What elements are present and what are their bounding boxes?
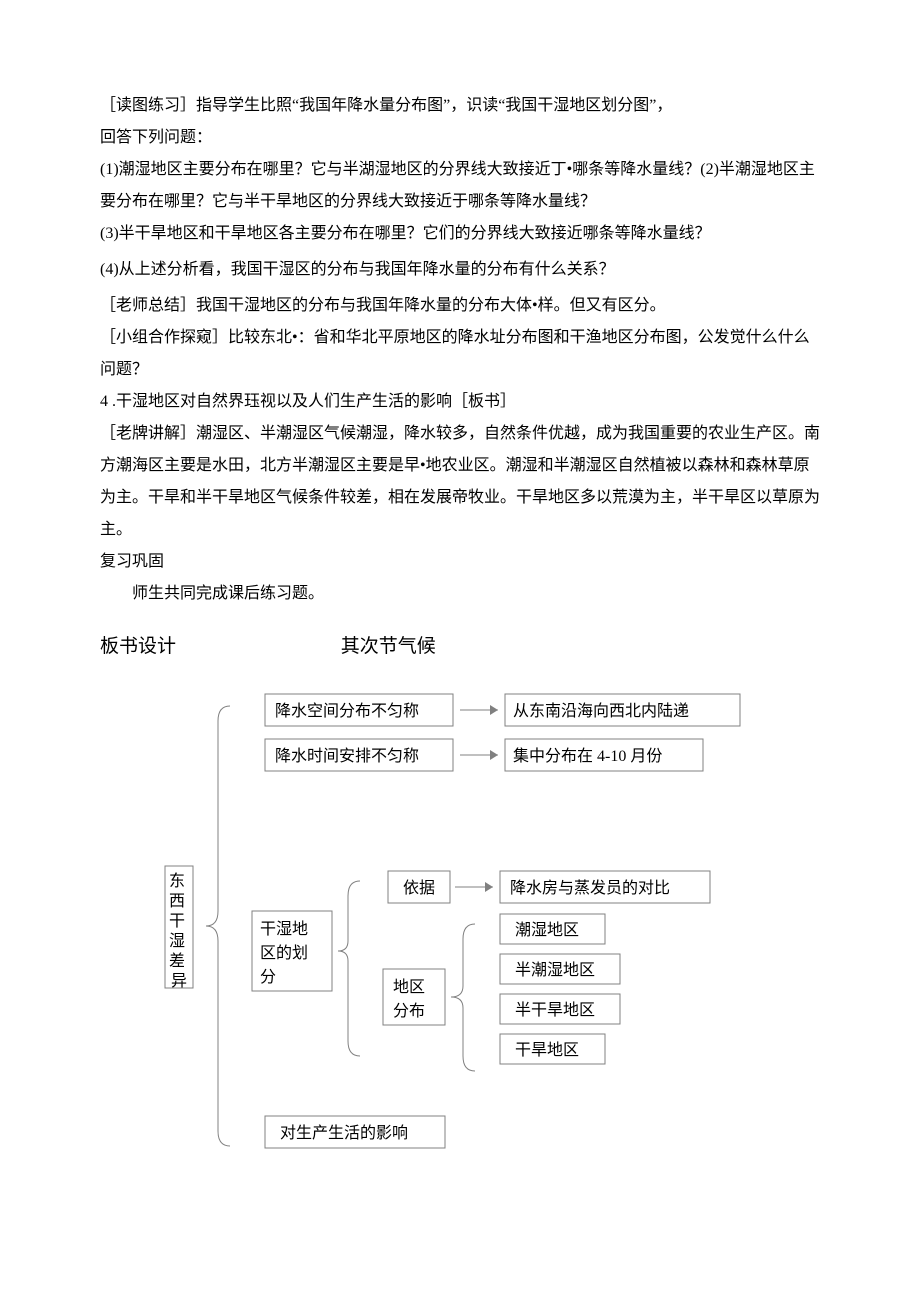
arrow-1-head <box>490 705 498 715</box>
main-brace <box>206 706 230 1146</box>
label-basis-r: 降水房与蒸发员的对比 <box>510 879 670 897</box>
review-heading: 复习巩固 <box>100 546 820 578</box>
reading-exercise-line2: 回答下列问题： <box>100 122 820 154</box>
label-region-3: 半干旱地区 <box>515 1001 595 1019</box>
teacher-explain: ［老牌讲解］潮湿区、半潮湿区气候潮湿，降水较多，自然条件优越，成为我国重要的农业… <box>100 418 820 546</box>
section-title-row: 板书设计 其次节气候 <box>100 628 820 666</box>
question-1-2: (1)潮湿地区主要分布在哪里？它与半湖湿地区的分界线大致接近丁•哪条等降水量线？… <box>100 154 820 218</box>
item-4: 4 .干湿地区对自然界珏视以及人们生产生活的影响［板书］ <box>100 386 820 418</box>
label-basis: 依据 <box>403 879 435 897</box>
question-4: (4)从上述分析看，我国干湿区的分布与我国年降水量的分布有什么关系？ <box>100 254 820 286</box>
label-time-dist: 降水时间安排不匀称 <box>275 747 419 765</box>
label-time-dist-r: 集中分布在 4-10 月份 <box>513 747 662 765</box>
arrow-3-head <box>485 882 493 892</box>
label-region-4: 干旱地区 <box>515 1041 579 1059</box>
label-space-dist: 降水空间分布不匀称 <box>275 702 419 720</box>
label-region-1: 潮湿地区 <box>515 921 579 939</box>
label-region-2: 半潮湿地区 <box>515 961 595 979</box>
concept-diagram: 东 西 干 湿 差 异 降水空间分布不匀称 从东南沿海向西北内陆递 降水时间安排… <box>100 686 820 1176</box>
label-space-dist-r: 从东南沿海向西北内陆递 <box>513 702 689 720</box>
arrow-2-head <box>490 750 498 760</box>
section-climate-label: 其次节气候 <box>341 628 436 666</box>
group-activity: ［小组合作探窥］比较东北•：省和华北平原地区的降水址分布图和干渔地区分布图，公发… <box>100 322 820 386</box>
reading-exercise-line1: ［读图练习］指导学生比照“我国年降水量分布图”，识读“我国干湿地区划分图”， <box>100 90 820 122</box>
board-design-label: 板书设计 <box>100 628 176 666</box>
subsub-brace <box>451 924 475 1071</box>
review-body: 师生共同完成课后练习题。 <box>100 578 820 610</box>
teacher-summary: ［老师总结］我国干湿地区的分布与我国年降水量的分布大体•样。但又有区分。 <box>100 290 820 322</box>
question-3: (3)半干旱地区和干旱地区各主要分布在哪里？它们的分界线大致接近哪条等降水量线？ <box>100 218 820 250</box>
sub-brace <box>338 881 360 1056</box>
label-impact: 对生产生活的影响 <box>280 1124 408 1142</box>
